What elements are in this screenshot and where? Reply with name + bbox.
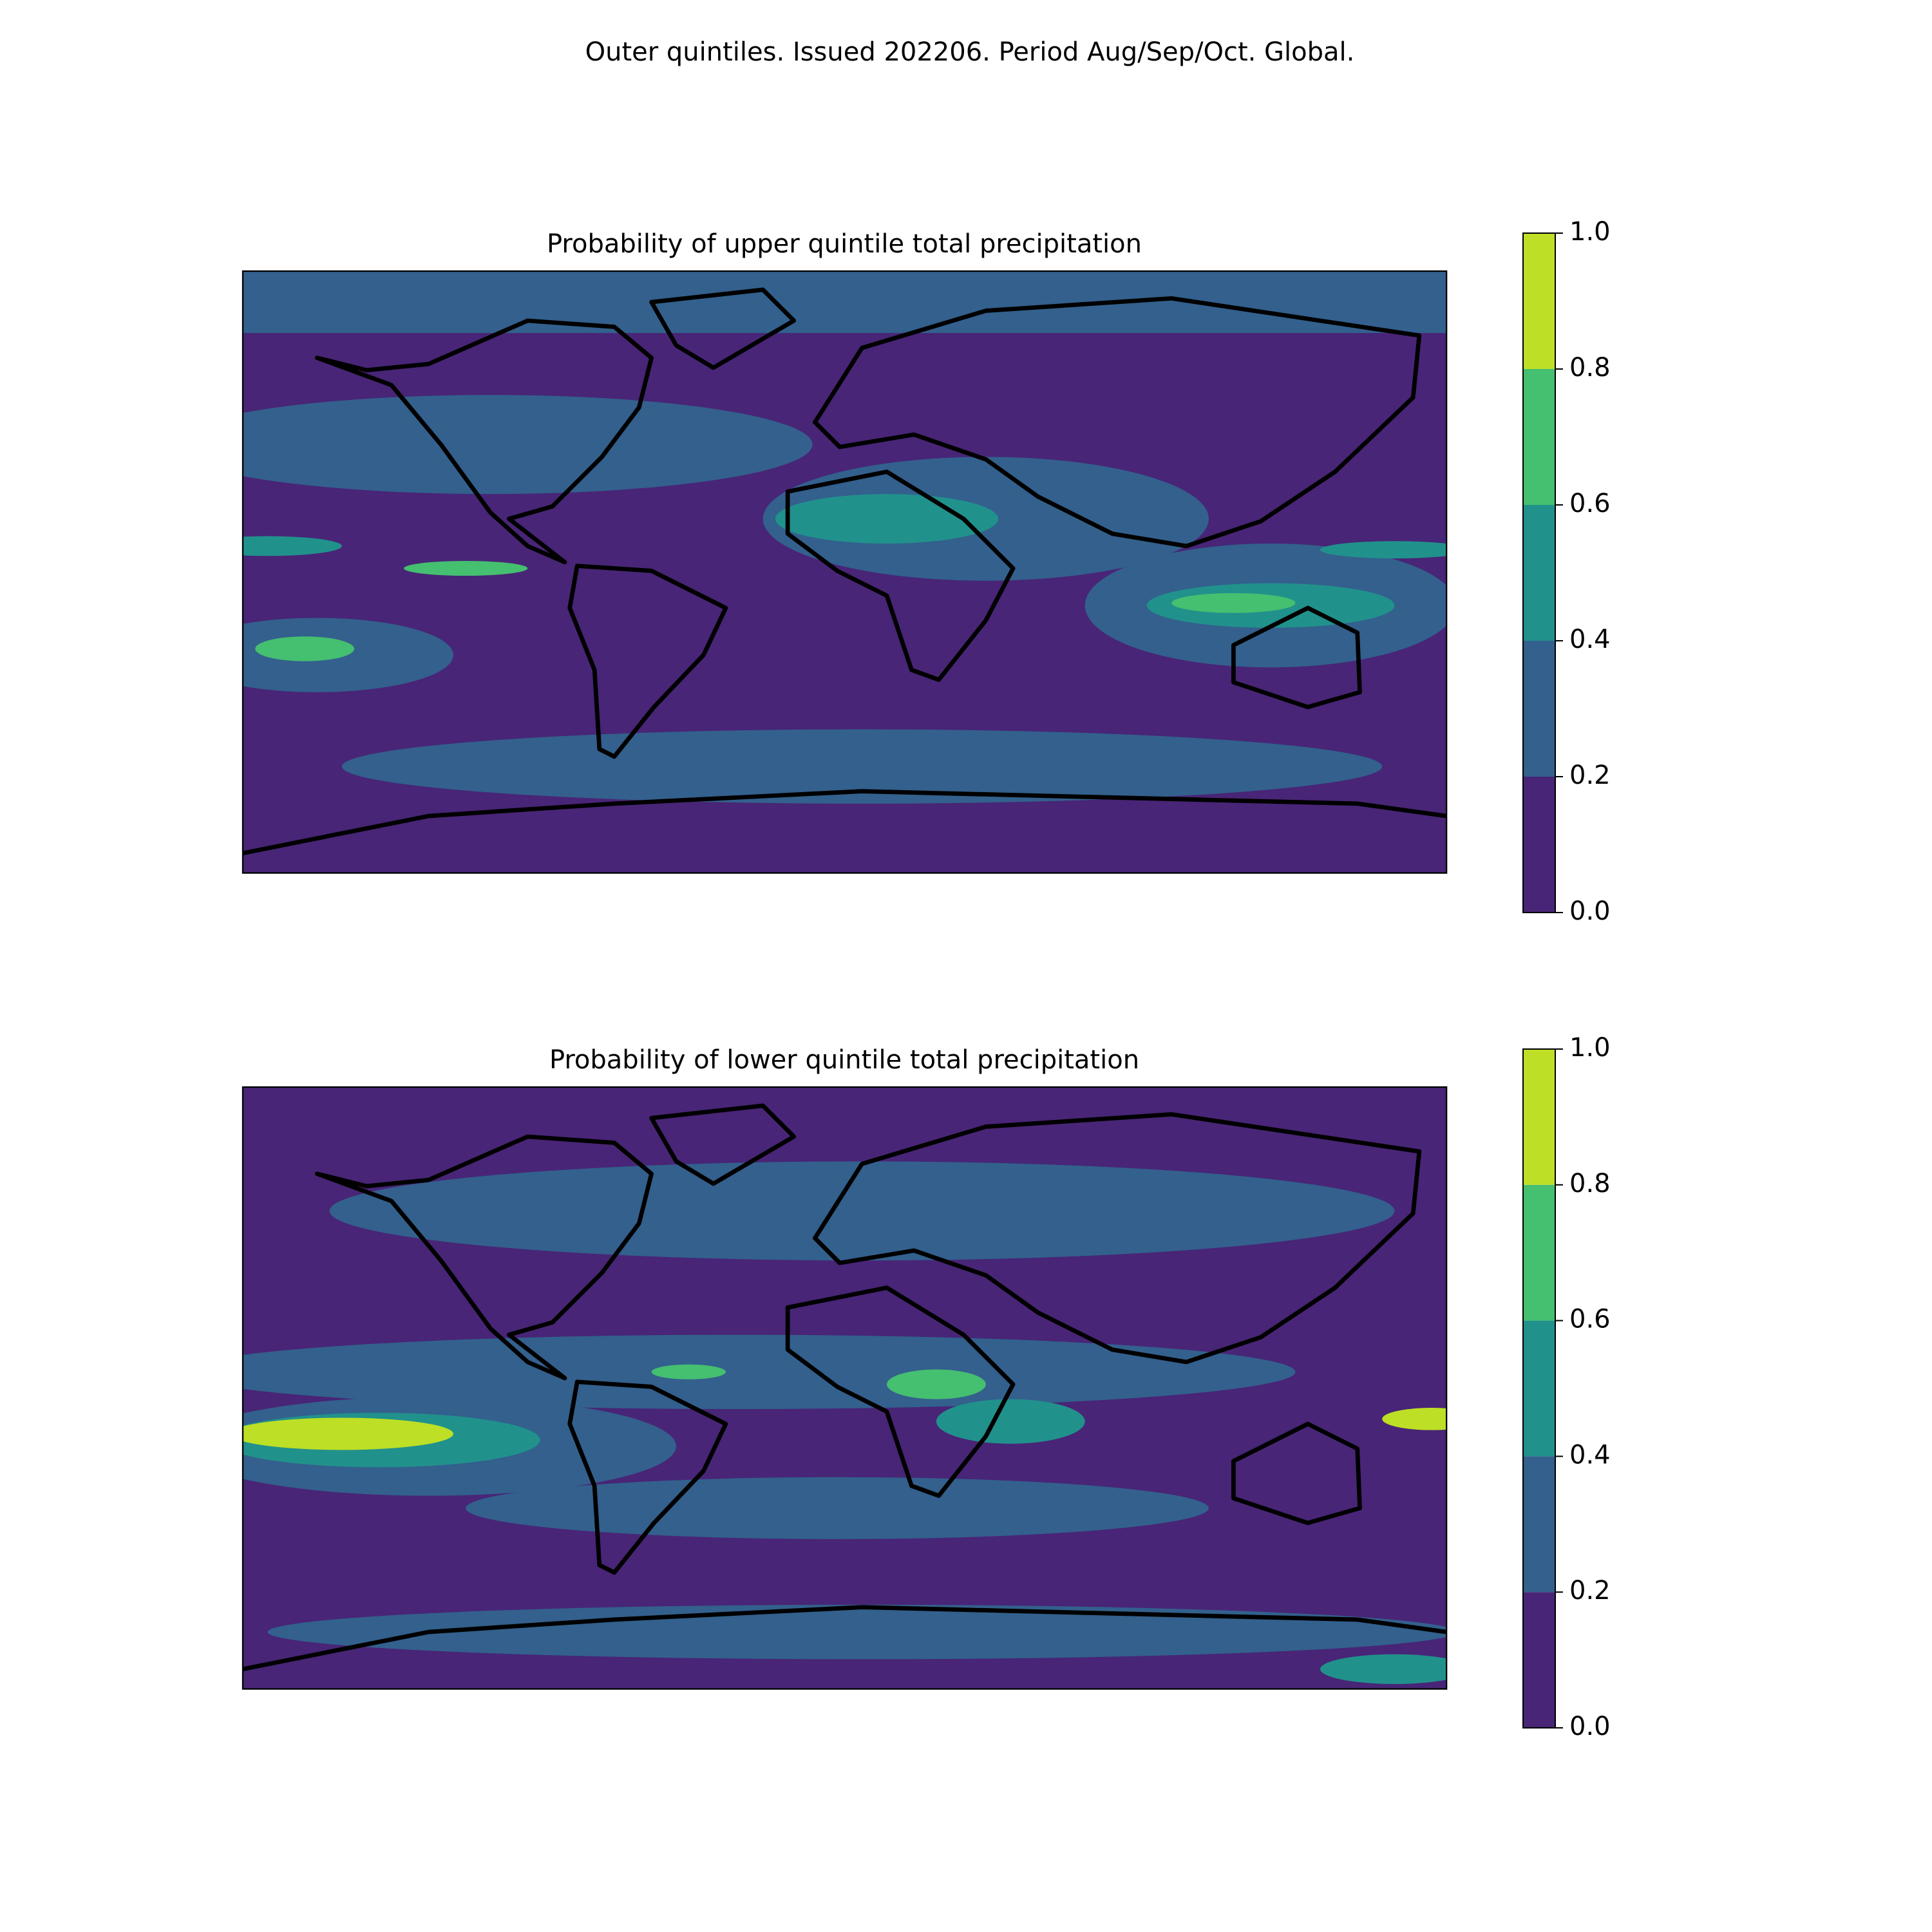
colorbar-segment	[1523, 1320, 1555, 1457]
colorbar-tick-label: 0.4	[1569, 625, 1611, 654]
figure-title: Outer quintiles. Issued 202206. Period A…	[585, 37, 1355, 67]
colorbar-segment	[1523, 777, 1555, 913]
panel-title: Probability of lower quintile total prec…	[549, 1045, 1139, 1075]
colorbar-tick-label: 0.8	[1569, 353, 1611, 383]
colorbar-tick-label: 1.0	[1569, 217, 1611, 247]
colorbar-tick-label: 0.8	[1569, 1169, 1611, 1198]
colorbar-segment	[1523, 1184, 1555, 1321]
colorbar-tick-label: 0.0	[1569, 1712, 1611, 1741]
colorbar-segment	[1523, 641, 1555, 777]
map-panel	[169, 270, 1469, 874]
colorbar-tick-label: 1.0	[1569, 1033, 1611, 1063]
colorbar-tick-label: 0.2	[1569, 761, 1611, 790]
colorbar-segment	[1523, 505, 1555, 641]
colorbar-tick-label: 0.4	[1569, 1440, 1611, 1470]
colorbar-tick-label: 0.6	[1569, 489, 1611, 518]
colorbar-segment	[1523, 1049, 1555, 1185]
colorbar-segment	[1523, 233, 1555, 369]
panel-title: Probability of upper quintile total prec…	[547, 229, 1142, 259]
colorbar-tick-label: 0.0	[1569, 896, 1611, 926]
colorbar-tick-label: 0.6	[1569, 1305, 1611, 1334]
colorbar-segment	[1523, 369, 1555, 505]
map-panel	[181, 1086, 1481, 1690]
colorbar-segment	[1523, 1592, 1555, 1728]
colorbar-tick-label: 0.2	[1569, 1576, 1611, 1605]
colorbar-segment	[1523, 1456, 1555, 1593]
colorbar-frame	[1522, 232, 1556, 913]
colorbar-frame	[1522, 1048, 1556, 1728]
